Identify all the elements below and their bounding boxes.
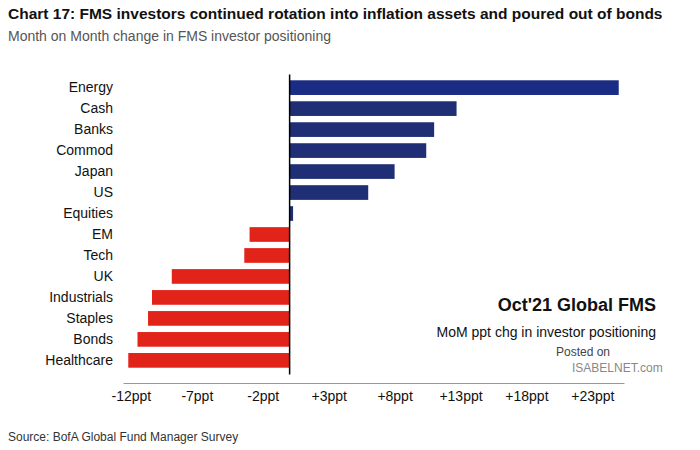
bar <box>152 290 289 305</box>
bar <box>289 143 426 158</box>
value-tick-label: +8ppt <box>377 388 413 404</box>
value-tick: -12ppt <box>112 383 152 404</box>
category-tick: Industrials <box>49 289 289 305</box>
category-tick: UK <box>94 268 290 284</box>
category-label: US <box>94 184 113 200</box>
value-tick: +23ppt <box>571 383 614 404</box>
category-label: Energy <box>69 79 113 95</box>
source: Source: BofA Global Fund Manager Survey <box>8 430 238 444</box>
category-label: Bonds <box>73 331 113 347</box>
value-tick-label: -2ppt <box>247 388 279 404</box>
category-label: Tech <box>83 247 113 263</box>
value-tick: +8ppt <box>377 383 413 404</box>
category-label: Healthcare <box>45 352 113 368</box>
value-axis: -12ppt -7ppt -2ppt +3ppt +8ppt +13ppt +18ppt +2… <box>112 383 625 404</box>
zero-line <box>289 75 291 375</box>
annotation: Posted on <box>556 345 610 359</box>
category-label: Industrials <box>49 289 113 305</box>
category-tick: Commod <box>56 142 289 158</box>
value-tick: -7ppt <box>181 383 213 404</box>
category-label: Equities <box>63 205 113 221</box>
chart: Chart 17: FMS investors continued rotati… <box>0 0 700 450</box>
category-label: Banks <box>74 121 113 137</box>
value-axis-line <box>124 383 625 384</box>
category-tick: Energy <box>69 79 289 95</box>
category-label: Commod <box>56 142 113 158</box>
annotation: MoM ppt chg in investor positioning <box>437 324 656 340</box>
value-tick: -2ppt <box>247 383 279 404</box>
category-label: EM <box>92 226 113 242</box>
bar <box>148 311 289 326</box>
value-tick-label: +18ppt <box>505 388 548 404</box>
category-tick: Staples <box>66 310 289 326</box>
bar <box>138 332 290 347</box>
category-tick: Equities <box>63 205 289 221</box>
bar <box>289 80 619 95</box>
title: Chart 17: FMS investors continued rotati… <box>8 5 662 22</box>
bar <box>289 122 434 137</box>
category-tick: US <box>94 184 290 200</box>
value-tick: +3ppt <box>311 383 347 404</box>
category-tick: Bonds <box>73 331 289 347</box>
bar <box>244 248 289 263</box>
bar <box>128 353 289 368</box>
category-label: Japan <box>75 163 113 179</box>
value-tick-label: +23ppt <box>571 388 614 404</box>
value-tick-label: -7ppt <box>181 388 213 404</box>
annotation: Oct'21 Global FMS <box>498 295 656 315</box>
category-tick: Cash <box>80 100 289 116</box>
value-tick-label: +13ppt <box>439 388 482 404</box>
category-axis: Energy Cash Banks Commod Japan US Equities EM Te… <box>45 75 289 375</box>
category-tick: Banks <box>74 121 289 137</box>
category-label: Cash <box>80 100 113 116</box>
bar <box>250 227 290 242</box>
category-label: UK <box>94 268 114 284</box>
subtitle: Month on Month change in FMS investor po… <box>8 28 331 44</box>
bar <box>289 185 368 200</box>
category-tick: Healthcare <box>45 352 289 368</box>
bar <box>289 101 456 116</box>
category-tick: Japan <box>75 163 289 179</box>
value-tick-label: -12ppt <box>112 388 152 404</box>
bar <box>172 269 289 284</box>
value-tick: +18ppt <box>505 383 548 404</box>
category-tick: Tech <box>83 247 289 263</box>
category-label: Staples <box>66 310 113 326</box>
value-tick: +13ppt <box>439 383 482 404</box>
category-tick: EM <box>92 226 289 242</box>
bar <box>289 164 394 179</box>
annotation: ISABELNET.com <box>572 361 663 375</box>
value-tick-label: +3ppt <box>311 388 347 404</box>
